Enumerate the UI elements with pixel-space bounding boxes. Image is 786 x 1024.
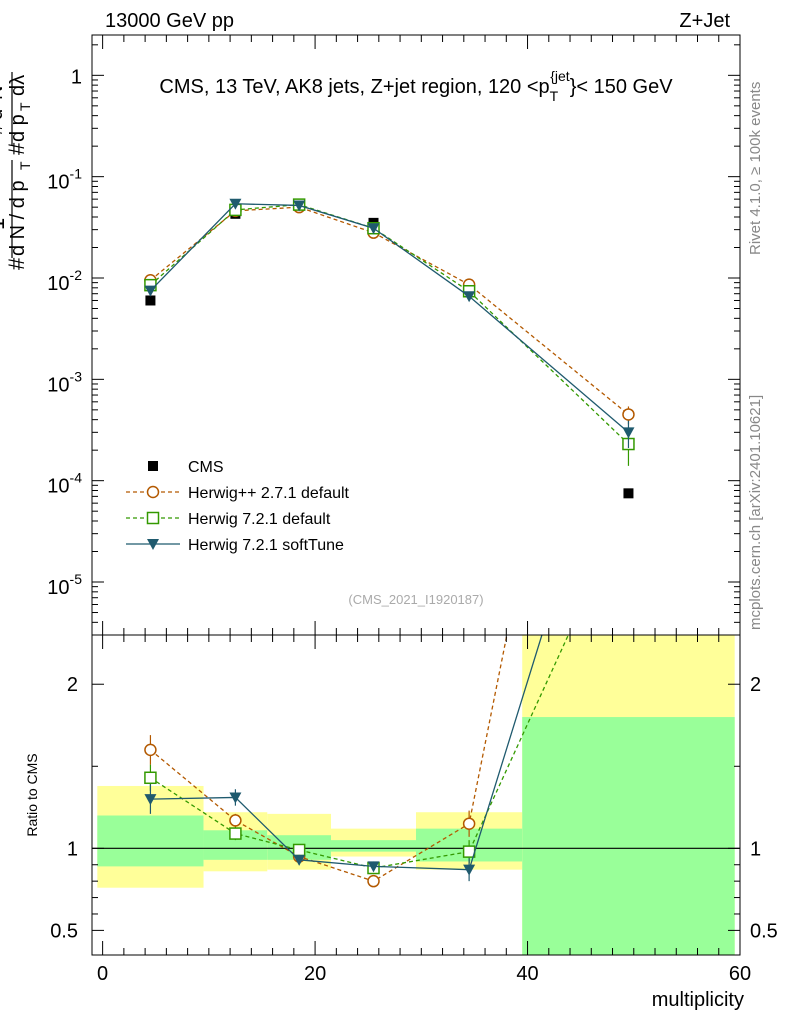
ratio-point-softtune — [293, 854, 306, 866]
legend-marker-softtune — [147, 539, 159, 550]
ratio-y-tick-label-right: 0.5 — [750, 920, 778, 942]
svg-text:#: # — [4, 142, 29, 155]
legend-entry-softtune: Herwig 7.2.1 softTune — [126, 537, 344, 554]
point-softtune — [367, 223, 380, 235]
ratio-point-softtune — [144, 794, 157, 806]
x-tick-label: 20 — [304, 963, 326, 985]
legend-entry-herwigpp: Herwig++ 2.7.1 default — [126, 485, 350, 502]
ratio-panel-frame — [91, 634, 741, 956]
point-softtune — [463, 291, 476, 303]
legend-entry-herwig721: Herwig 7.2.1 default — [126, 511, 331, 528]
legend-label-cms: CMS — [188, 459, 224, 476]
ratio-point-herwig721 — [229, 827, 242, 840]
point-softtune — [622, 427, 635, 439]
series-herwigpp — [144, 200, 635, 425]
series-softtune — [144, 198, 635, 449]
svg-text:d p: d p — [7, 114, 29, 142]
x-axis-label: multiplicity — [652, 989, 744, 1011]
legend-marker-herwigpp — [146, 485, 160, 499]
mcplots-label: mcplots.cern.ch [arXiv:2401.10621] — [747, 395, 764, 630]
ratio-y-tick-label-right: 2 — [750, 674, 761, 696]
legend-label-softtune: Herwig 7.2.1 softTune — [188, 537, 344, 554]
y-tick-label: 10-5 — [47, 571, 82, 599]
point-softtune — [144, 285, 157, 297]
x-tick-label: 0 — [97, 963, 108, 985]
ratio-point-herwigpp — [229, 814, 242, 827]
ratio-point-herwigpp — [367, 874, 380, 888]
legend-marker-cms — [148, 461, 158, 471]
ratio-line-softtune — [150, 635, 543, 871]
point-herwigpp — [622, 408, 635, 421]
point-softtune — [293, 200, 306, 212]
svg-text:1: 1 — [0, 218, 9, 230]
rivet-version-label: Rivet 4.1.0, ≥ 100k events — [747, 82, 764, 255]
uncertainty-band-green — [522, 717, 735, 955]
ratio-panel: 0.5 0.5 1 1 2 2 0 20 40 60 Ratio to CMS multipli… — [24, 634, 778, 1011]
ratio-point-herwig721 — [144, 771, 157, 785]
series-cms — [145, 199, 634, 499]
point-cms — [145, 295, 156, 306]
series-line-softtune — [149, 203, 629, 433]
y-tick-label: 10-2 — [47, 267, 82, 295]
legend-marker-herwig721 — [146, 511, 160, 525]
ratio-point-softtune — [367, 861, 380, 873]
ratio-point-softtune — [463, 864, 476, 876]
x-tick-label: 60 — [729, 963, 751, 985]
svg-text:#: # — [0, 123, 7, 135]
ratio-series-herwig721 — [144, 635, 570, 875]
main-panel: 1 10-1 10-2 10-3 10-4 10-5 CMS, 13 TeV, AK8 j… — [0, 34, 741, 636]
main-title: CMS, 13 TeV, AK8 jets, Z+jet region, 120… — [159, 68, 673, 104]
header-right-label: Z+Jet — [679, 10, 730, 32]
point-cms — [623, 488, 634, 499]
series-line-herwig721 — [149, 203, 629, 445]
svg-text:N: N — [0, 86, 7, 100]
ratio-series-softtune — [144, 635, 543, 882]
analysis-id: (CMS_2021_I1920187) — [348, 592, 483, 607]
ratio-point-herwigpp — [462, 817, 476, 830]
ratio-y-tick-label: 2 — [67, 674, 78, 696]
y-tick-label: 10-4 — [47, 470, 82, 498]
uncertainty-band-green — [97, 815, 204, 867]
uncertainty-band-green — [331, 840, 416, 852]
y-tick-label: 10-1 — [47, 166, 82, 194]
ratio-y-tick-label: 0.5 — [50, 920, 78, 942]
y-tick-label: 10-3 — [47, 368, 82, 396]
svg-text:d: d — [0, 109, 7, 120]
y-tick-label: 1 — [71, 66, 82, 88]
ratio-line-herwigpp — [150, 635, 508, 882]
legend: CMS Herwig++ 2.7.1 default Herwig 7.2.1 de… — [126, 459, 350, 554]
header-left-label: 13000 GeV pp — [105, 10, 234, 32]
svg-text:#: # — [4, 257, 29, 270]
ratio-line-herwig721 — [150, 635, 570, 869]
main-y-axis-label: # d N / d p T 1 # d p T dλ # d 2 N — [0, 72, 33, 270]
ratio-point-herwigpp — [144, 743, 157, 757]
point-softtune — [229, 198, 242, 210]
ratio-point-softtune — [229, 792, 242, 804]
svg-text:d N / d p: d N / d p — [7, 180, 29, 256]
ratio-y-tick-label-right: 1 — [750, 838, 761, 860]
svg-text:T: T — [17, 102, 33, 111]
legend-entry-cms: CMS — [148, 459, 224, 476]
ratio-y-tick-label: 1 — [67, 838, 78, 860]
ratio-point-herwig721 — [292, 843, 306, 857]
svg-text:T: T — [17, 161, 33, 170]
svg-text:dλ: dλ — [7, 75, 29, 96]
ratio-y-axis-label: Ratio to CMS — [24, 753, 40, 836]
x-tick-label: 40 — [516, 963, 538, 985]
legend-label-herwig721: Herwig 7.2.1 default — [188, 511, 331, 528]
legend-label-herwigpp: Herwig++ 2.7.1 default — [188, 485, 350, 502]
